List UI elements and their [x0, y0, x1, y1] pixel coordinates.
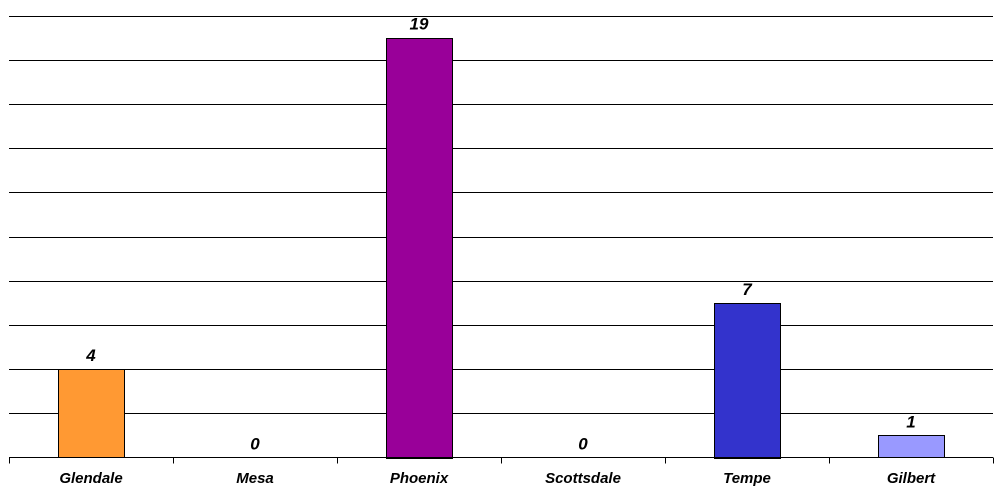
bar-tempe [714, 303, 781, 459]
data-label-gilbert: 1 [906, 412, 915, 431]
data-label-scottsdale: 0 [578, 435, 588, 454]
category-label-tempe: Tempe [723, 470, 771, 487]
bar-phoenix [386, 38, 453, 459]
bar-gilbert [878, 435, 945, 458]
category-labels: Glendale Mesa Phoenix Scottsdale Tempe Gilber… [59, 470, 936, 487]
bar-glendale [58, 369, 125, 458]
category-label-gilbert: Gilbert [887, 470, 936, 487]
data-label-glendale: 4 [85, 346, 96, 365]
category-label-scottsdale: Scottsdale [545, 470, 621, 487]
gridlines [9, 16, 993, 414]
category-label-mesa: Mesa [236, 470, 274, 487]
data-labels: 4 0 19 0 7 1 [85, 15, 915, 454]
category-label-phoenix: Phoenix [390, 470, 449, 487]
data-label-phoenix: 19 [410, 15, 429, 34]
data-label-tempe: 7 [742, 280, 753, 299]
category-label-glendale: Glendale [59, 470, 122, 487]
bars [58, 38, 945, 459]
x-axis [9, 457, 994, 464]
data-label-mesa: 0 [250, 435, 260, 454]
